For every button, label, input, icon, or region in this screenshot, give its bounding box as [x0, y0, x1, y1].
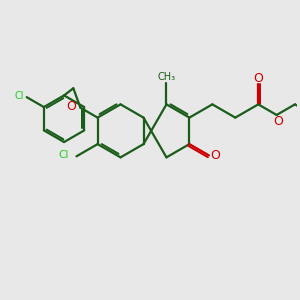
- Text: O: O: [211, 149, 220, 162]
- Text: Cl: Cl: [59, 150, 69, 160]
- Text: O: O: [253, 71, 263, 85]
- Text: O: O: [66, 100, 76, 113]
- Text: Cl: Cl: [14, 91, 24, 101]
- Text: CH₃: CH₃: [158, 72, 175, 82]
- Text: O: O: [273, 115, 283, 128]
